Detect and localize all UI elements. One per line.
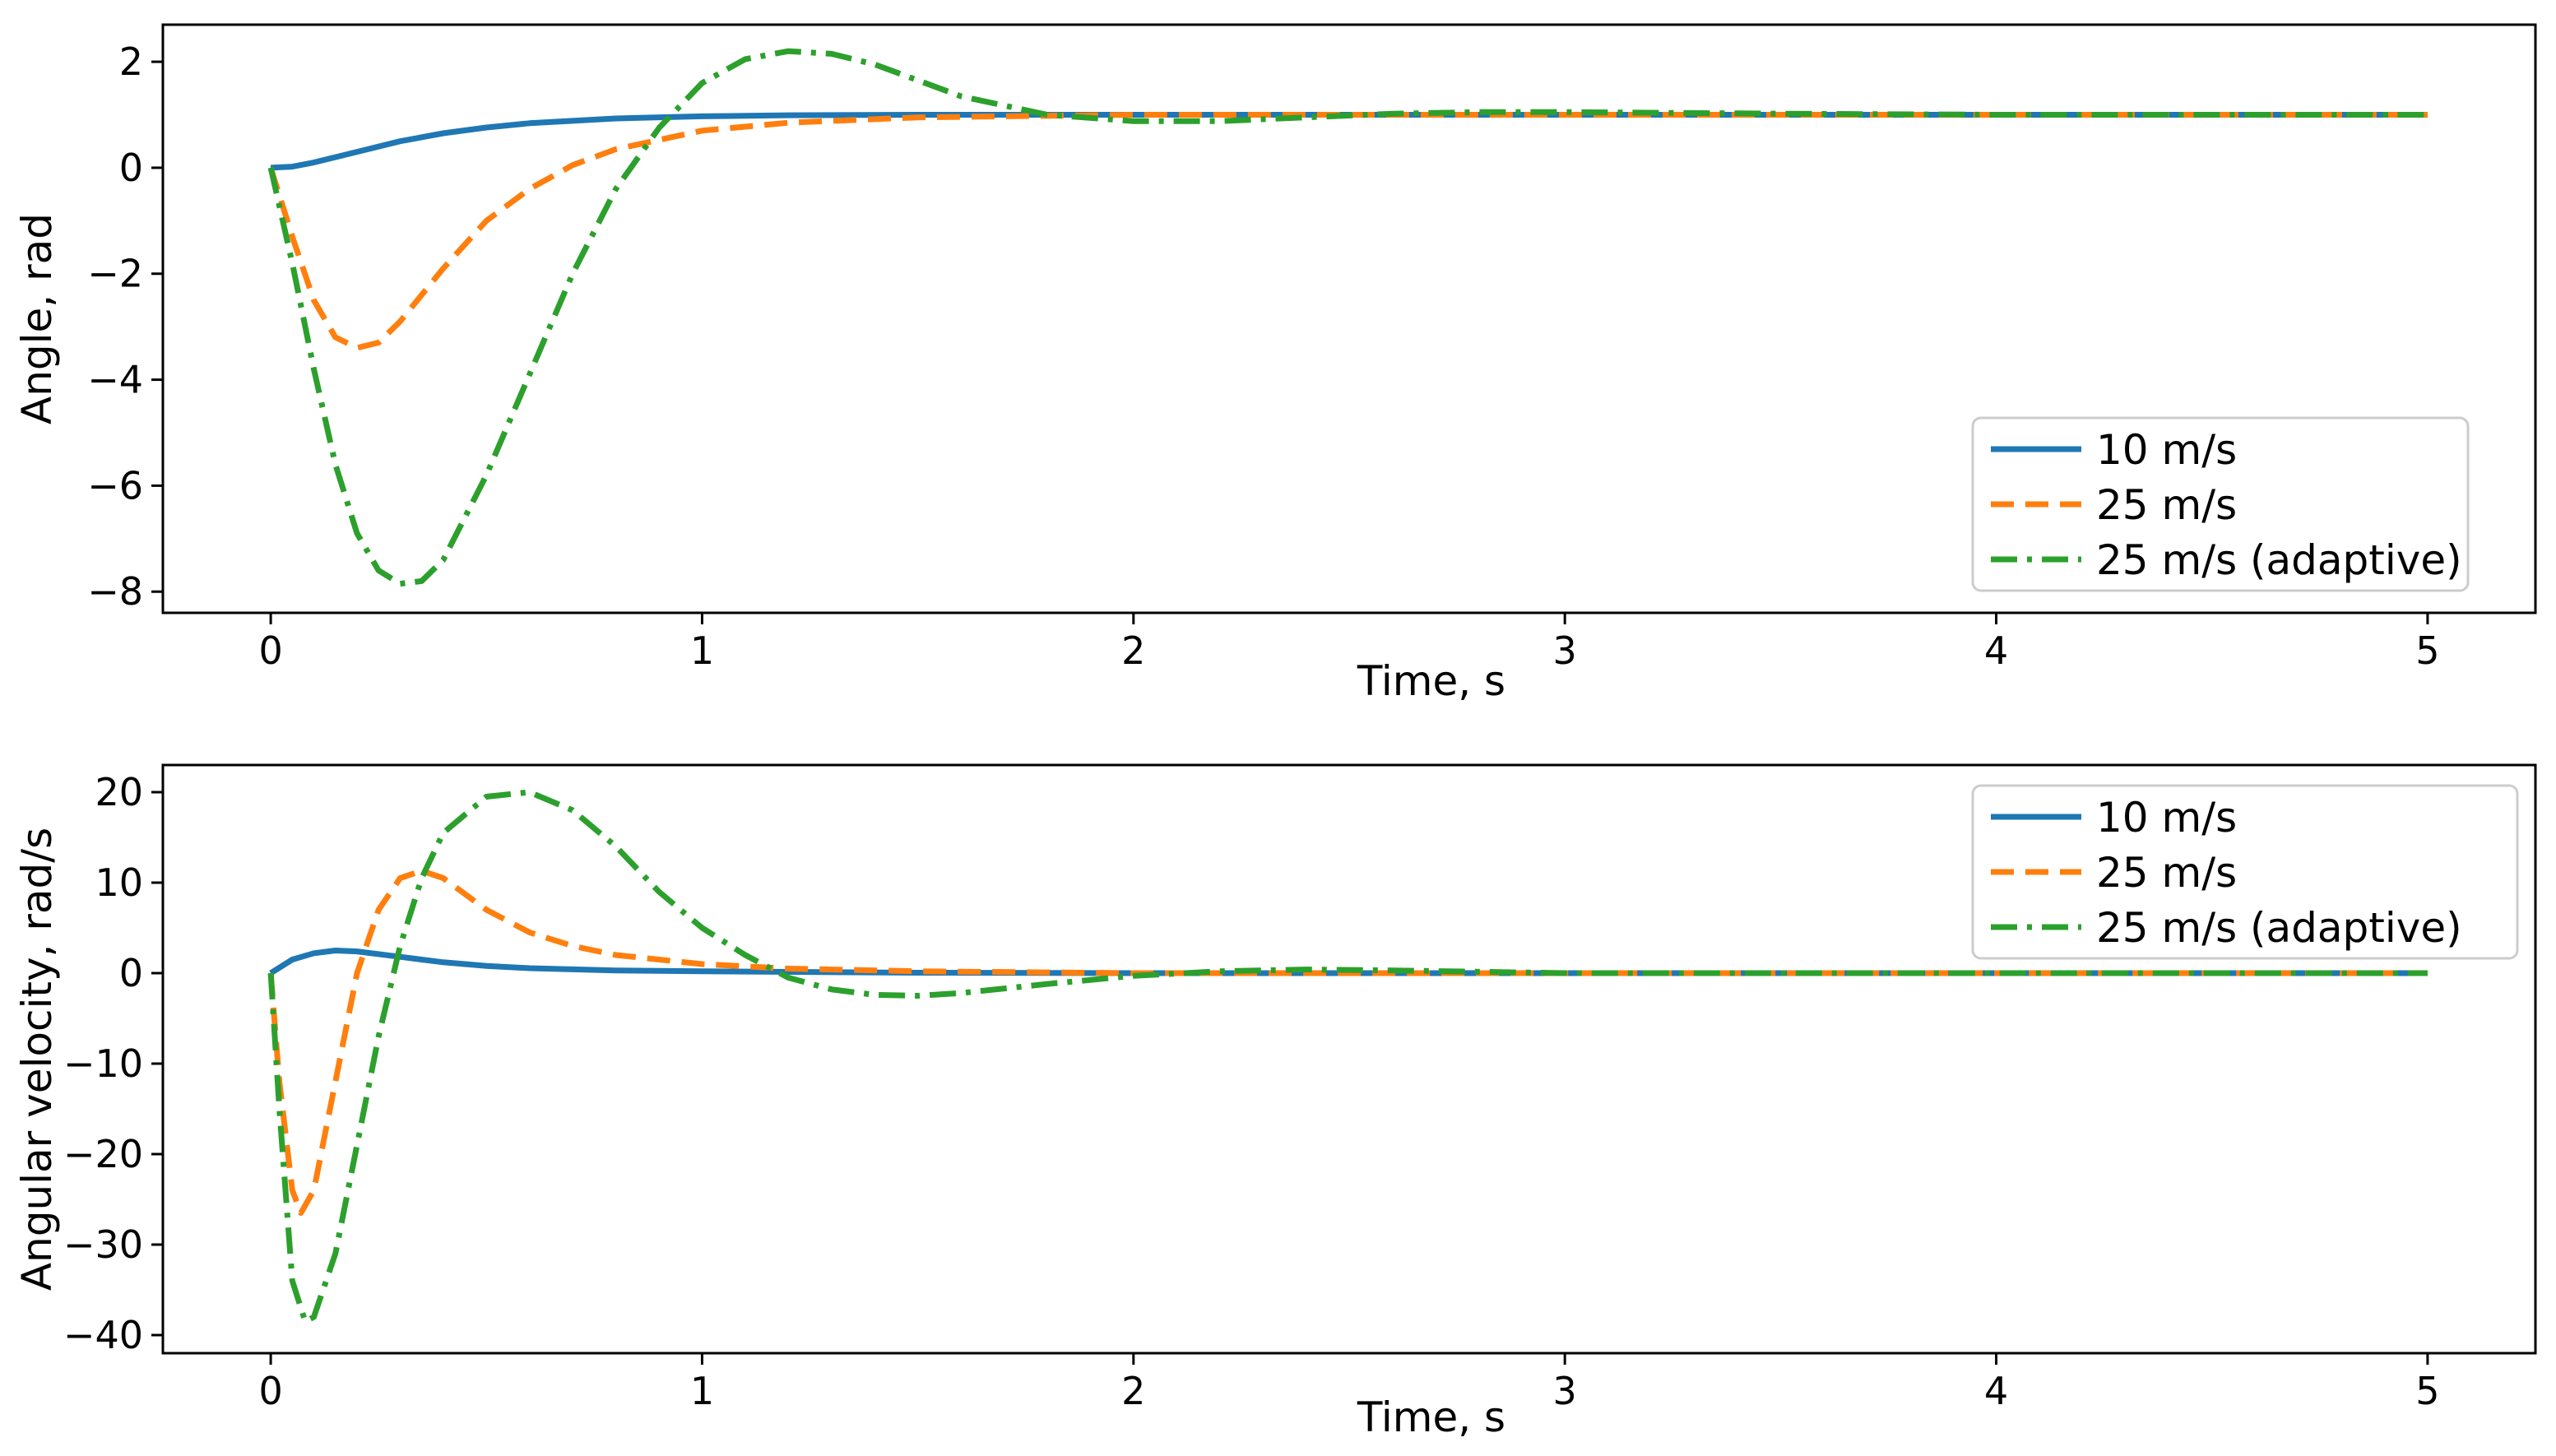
series-line-3	[267, 48, 2428, 587]
x-tick-label: 5	[2415, 628, 2439, 673]
y-tick-label: −8	[87, 569, 143, 614]
y-tick-label: 10	[95, 860, 143, 905]
y-axis-label: Angle, rad	[13, 213, 61, 424]
y-tick-label: 20	[95, 770, 143, 814]
chart-panel-1: 0 1 2 3 4 5 2 0 −2 −4 −6 −8 Time, s Angle, rad 10 m/s 2…	[13, 23, 2537, 705]
plot-frame	[161, 23, 2537, 614]
legend-label: 25 m/s	[2096, 849, 2237, 897]
legend: 10 m/s 25 m/s 25 m/s (adaptive)	[1971, 416, 2470, 592]
legend-box	[1971, 784, 2519, 960]
x-tick-label: 2	[1121, 1369, 1145, 1413]
x-axis-label: Time, s	[1357, 657, 1505, 705]
x-tick-label: 3	[1553, 628, 1577, 673]
x-tick-label: 1	[690, 1369, 714, 1413]
y-tick-label: −20	[63, 1132, 143, 1176]
series-group	[267, 48, 2428, 587]
series-group	[267, 789, 2428, 1324]
x-tick-label: 4	[1984, 628, 2008, 673]
x-tick-label: 2	[1121, 628, 1145, 673]
x-axis-label: Time, s	[1357, 1393, 1505, 1441]
legend-label: 25 m/s	[2096, 481, 2237, 529]
legend-label: 10 m/s	[2096, 794, 2237, 842]
y-tick-label: −2	[87, 252, 143, 296]
y-axis-label: Angular velocity, rad/s	[13, 828, 61, 1291]
series-line-3	[267, 789, 2428, 1324]
y-tick-label: −40	[63, 1313, 143, 1357]
y-tick-label: −6	[87, 463, 143, 508]
series-line-1	[270, 112, 2428, 171]
legend-label: 10 m/s	[2096, 426, 2237, 474]
chart-panel-2: 0 1 2 3 4 5 20 10 0 −10 −20 −30 −40 Time, s Angular ve…	[13, 763, 2537, 1441]
x-tick-label: 4	[1984, 1369, 2008, 1413]
series-line-2	[267, 112, 2428, 351]
x-tick-label: 0	[258, 628, 282, 673]
legend: 10 m/s 25 m/s 25 m/s (adaptive)	[1971, 784, 2519, 960]
y-tick-label: −4	[87, 358, 143, 402]
y-tick-label: 2	[119, 39, 143, 84]
legend-label: 25 m/s (adaptive)	[2096, 904, 2462, 952]
y-tick-label: 0	[119, 951, 143, 995]
x-tick-label: 0	[258, 1369, 282, 1413]
y-tick-label: 0	[119, 146, 143, 190]
legend-label: 25 m/s (adaptive)	[2096, 536, 2462, 584]
y-tick-label: −10	[63, 1041, 143, 1086]
plot-frame	[161, 763, 2537, 1355]
x-tick-label: 5	[2415, 1369, 2439, 1413]
legend-box	[1971, 416, 2470, 592]
x-tick-label: 3	[1553, 1369, 1577, 1413]
y-tick-label: −30	[63, 1222, 143, 1267]
series-line-2	[267, 868, 2428, 1216]
x-tick-label: 1	[690, 628, 714, 673]
